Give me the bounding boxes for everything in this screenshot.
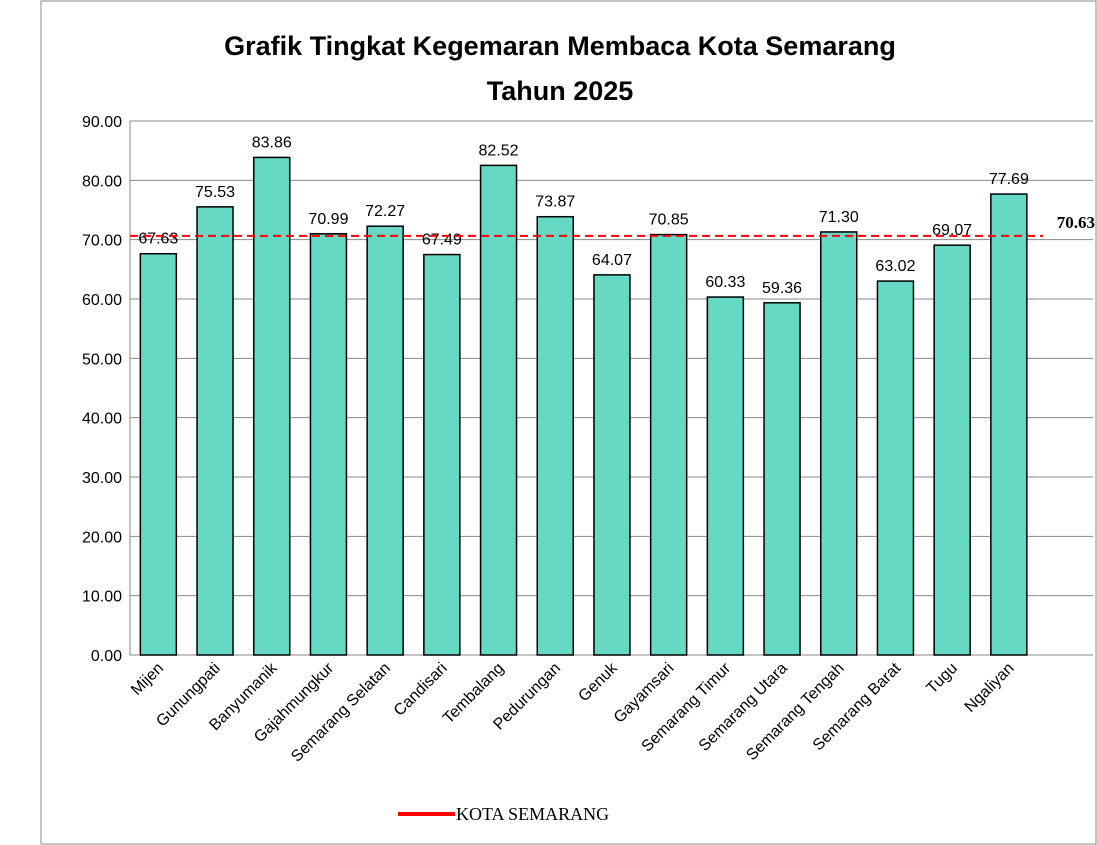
data-label: 82.52: [479, 142, 519, 159]
bar: [423, 253, 461, 656]
y-tick-label: 0.00: [91, 648, 122, 665]
data-label: 75.53: [195, 184, 235, 201]
bar: [820, 231, 858, 656]
bar: [593, 274, 631, 656]
y-tick-label: 90.00: [82, 114, 122, 131]
bar: [933, 244, 971, 656]
bar: [196, 206, 234, 656]
chart-title: Grafik Tingkat Kegemaran Membaca Kota Se…: [224, 31, 896, 61]
data-label: 72.27: [365, 203, 405, 220]
bar: [990, 193, 1028, 656]
bar: [479, 164, 518, 656]
data-label: 59.36: [762, 280, 802, 297]
data-label: 73.87: [535, 194, 575, 211]
bar: [706, 296, 745, 656]
y-tick-label: 70.00: [82, 233, 122, 250]
bar: [876, 280, 915, 656]
y-tick-label: 80.00: [82, 173, 122, 190]
y-tick-label: 60.00: [82, 292, 122, 309]
bar: [366, 225, 404, 656]
bar: [536, 215, 574, 656]
data-label: 63.02: [875, 258, 915, 275]
y-tick-label: 20.00: [82, 529, 122, 546]
legend-label: KOTA SEMARANG: [456, 804, 609, 824]
data-label: 64.07: [592, 252, 632, 269]
bar: [139, 252, 178, 656]
data-label: 77.69: [989, 171, 1029, 188]
data-label: 71.30: [819, 209, 859, 226]
y-tick-label: 30.00: [82, 470, 122, 487]
data-label: 83.86: [252, 134, 292, 151]
bar: [649, 233, 688, 656]
bar: [763, 302, 801, 656]
data-label: 60.33: [705, 274, 745, 291]
data-label: 67.63: [138, 231, 178, 248]
chart-title: Tahun 2025: [487, 76, 634, 106]
bar: [309, 233, 348, 656]
data-label: 70.99: [308, 211, 348, 228]
data-label: 70.85: [649, 212, 689, 229]
reference-label: 70.63: [1057, 213, 1095, 232]
data-label: 67.49: [422, 232, 462, 249]
bar: [253, 156, 291, 656]
y-tick-label: 40.00: [82, 411, 122, 428]
y-tick-label: 10.00: [82, 589, 122, 606]
y-tick-label: 50.00: [82, 351, 122, 368]
